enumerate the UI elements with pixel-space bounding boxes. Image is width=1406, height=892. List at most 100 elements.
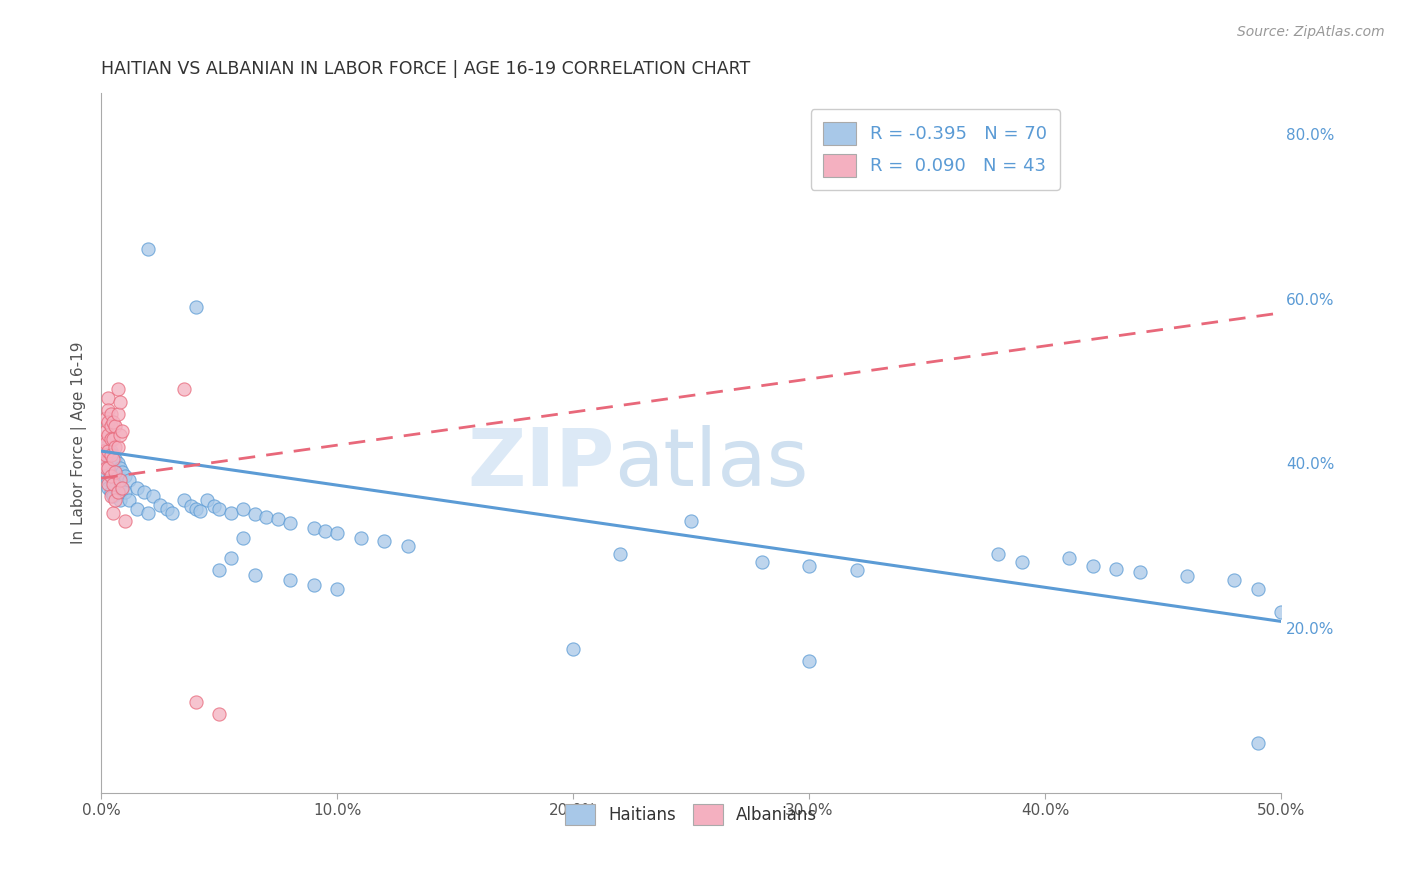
Point [97, 477, 120, 491]
Point [243, 508, 266, 522]
Point [118, 493, 141, 508]
Point [104, 452, 127, 467]
Point [173, 382, 195, 396]
Point [97, 403, 120, 417]
Point [1081, 559, 1104, 574]
Point [142, 489, 165, 503]
Point [101, 415, 124, 429]
Point [94, 424, 117, 438]
Point [254, 510, 277, 524]
Point [1175, 569, 1198, 583]
Point [267, 512, 290, 526]
Point [107, 457, 129, 471]
Point [108, 493, 131, 508]
Point [100, 468, 122, 483]
Point [987, 547, 1010, 561]
Point [681, 514, 703, 528]
Point [118, 473, 141, 487]
Point [160, 506, 183, 520]
Point [100, 448, 122, 462]
Point [104, 465, 127, 479]
Point [219, 551, 242, 566]
Point [243, 567, 266, 582]
Point [97, 460, 120, 475]
Point [208, 501, 231, 516]
Point [104, 493, 127, 508]
Point [97, 427, 120, 442]
Point [173, 493, 195, 508]
Point [125, 501, 148, 516]
Point [111, 481, 134, 495]
Point [111, 424, 134, 438]
Point [302, 578, 325, 592]
Point [125, 481, 148, 495]
Point [609, 547, 631, 561]
Point [138, 243, 160, 257]
Point [845, 563, 868, 577]
Point [100, 444, 122, 458]
Point [93, 457, 115, 471]
Point [373, 533, 395, 548]
Point [195, 493, 218, 508]
Point [93, 457, 115, 471]
Point [1270, 605, 1292, 619]
Point [184, 300, 207, 314]
Point [94, 440, 117, 454]
Point [97, 448, 120, 462]
Point [208, 563, 231, 577]
Point [100, 432, 122, 446]
Point [104, 419, 127, 434]
Point [188, 504, 211, 518]
Point [219, 506, 242, 520]
Point [132, 485, 155, 500]
Text: atlas: atlas [614, 425, 808, 503]
Point [101, 460, 124, 475]
Point [104, 440, 127, 454]
Point [100, 489, 122, 503]
Point [101, 489, 124, 503]
Point [107, 485, 129, 500]
Point [107, 407, 129, 421]
Text: ZIP: ZIP [467, 425, 614, 503]
Point [1223, 574, 1246, 588]
Point [1011, 555, 1033, 569]
Point [107, 485, 129, 500]
Text: HAITIAN VS ALBANIAN IN LABOR FORCE | AGE 16-19 CORRELATION CHART: HAITIAN VS ALBANIAN IN LABOR FORCE | AGE… [101, 60, 751, 78]
Point [1105, 562, 1128, 576]
Point [1247, 582, 1270, 596]
Point [396, 539, 419, 553]
Point [326, 526, 349, 541]
Point [100, 457, 122, 471]
Point [114, 514, 136, 528]
Point [108, 427, 131, 442]
Point [278, 574, 301, 588]
Point [108, 473, 131, 487]
Point [232, 531, 254, 545]
Point [101, 432, 124, 446]
Point [180, 500, 202, 514]
Point [97, 391, 120, 405]
Point [111, 465, 134, 479]
Point [101, 473, 124, 487]
Point [314, 524, 336, 538]
Point [114, 468, 136, 483]
Point [97, 460, 120, 475]
Point [138, 506, 160, 520]
Point [100, 485, 122, 500]
Point [101, 448, 124, 462]
Point [114, 485, 136, 500]
Point [101, 452, 124, 467]
Point [799, 559, 821, 574]
Point [156, 501, 179, 516]
Point [93, 432, 115, 446]
Point [101, 477, 124, 491]
Point [1057, 551, 1080, 566]
Point [101, 506, 124, 520]
Point [100, 468, 122, 483]
Point [93, 444, 115, 458]
Point [232, 501, 254, 516]
Point [1247, 736, 1270, 750]
Point [94, 460, 117, 475]
Point [1129, 565, 1152, 579]
Point [107, 382, 129, 396]
